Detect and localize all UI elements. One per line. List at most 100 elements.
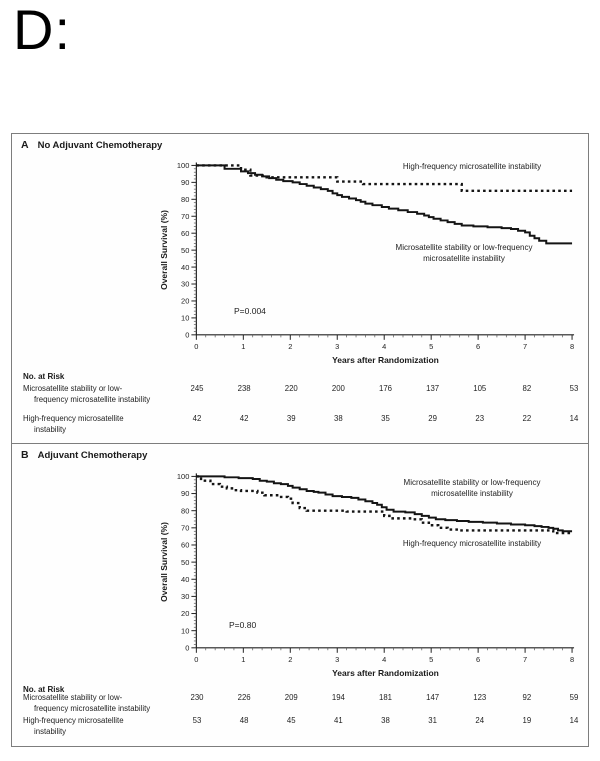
risk-value: 59: [569, 693, 579, 702]
risk-value: 226: [237, 693, 251, 702]
risk-value: 41: [334, 716, 343, 725]
risk-label-line: High-frequency microsatellite: [23, 414, 124, 423]
panel-b-risk-title: No. at Risk: [23, 685, 65, 694]
panel-b: B Adjuvant Chemotherapy Overall Survival …: [12, 444, 588, 747]
axes: [195, 473, 575, 649]
x-tick-label: 1: [241, 342, 245, 351]
risk-value: 92: [522, 693, 532, 702]
risk-value: 53: [192, 716, 202, 725]
x-tick-label: 8: [570, 342, 574, 351]
risk-label-line: frequency microsatellite instability: [34, 394, 151, 404]
panel-a-risk-row1-label: Microsatellite stability or low- frequen…: [23, 384, 193, 405]
panel-b-risk-row2-values: 53 48 45 41 38 31 24 19 14: [12, 716, 588, 726]
km-curve-dashed: [196, 475, 573, 535]
y-tick-label: 90: [181, 178, 189, 187]
x-tick-label: 0: [194, 655, 198, 664]
risk-value: 14: [569, 716, 579, 725]
y-tick-label: 10: [181, 626, 189, 635]
risk-value: 31: [428, 716, 437, 725]
y-tick-label: 50: [181, 246, 189, 255]
panel-b-letter: B: [21, 449, 29, 461]
x-tick-label: 4: [382, 342, 386, 351]
panel-b-solid-curve-label: Microsatellite stability or low-frequenc…: [342, 477, 600, 499]
panel-b-p-value: P=0.80: [229, 620, 257, 630]
y-tick-label: 10: [181, 314, 189, 323]
risk-value: 48: [239, 716, 249, 725]
x-tick-label: 7: [523, 655, 527, 664]
risk-value: 19: [522, 716, 532, 725]
x-tick-label: 1: [241, 655, 245, 664]
panel-b-header: B Adjuvant Chemotherapy: [21, 449, 147, 461]
y-tick-label: 40: [181, 575, 189, 584]
x-axis-ticks: 0 1 2 3 4 5 6 7 8: [194, 647, 574, 664]
risk-value: 38: [334, 414, 343, 423]
risk-value: 35: [381, 414, 390, 423]
y-axis-ticks: 0 10 20 30 40 50 60 70 80 90 100: [177, 161, 197, 340]
y-tick-label: 80: [181, 195, 189, 204]
risk-value: 194: [331, 693, 345, 702]
panel-a-risk-title: No. at Risk: [23, 372, 65, 381]
risk-label-line: frequency microsatellite instability: [34, 703, 151, 713]
panel-a-risk-row2-label: High-frequency microsatellite instabilit…: [23, 414, 193, 435]
risk-label-line: Microsatellite stability or low-: [23, 384, 123, 393]
panel-a-header: A No Adjuvant Chemotherapy: [21, 139, 162, 151]
risk-value: 24: [475, 716, 485, 725]
panel-a-risk-row1-values: 245 238 220 200 176 137 105 82 53: [12, 384, 588, 394]
y-tick-label: 70: [181, 212, 189, 221]
y-tick-label: 100: [177, 161, 189, 170]
x-tick-label: 0: [194, 342, 198, 351]
risk-value: 23: [475, 414, 485, 423]
panel-a-solid-curve-label: Microsatellite stability or low-frequenc…: [334, 242, 594, 264]
risk-value: 42: [239, 414, 249, 423]
panel-b-x-axis-label: Years after Randomization: [332, 668, 439, 678]
x-tick-label: 8: [570, 655, 574, 664]
curve-label-line: microsatellite instability: [431, 489, 513, 498]
y-tick-label: 100: [177, 472, 189, 481]
x-tick-label: 7: [523, 342, 527, 351]
x-tick-label: 4: [382, 655, 386, 664]
y-tick-label: 0: [185, 644, 189, 653]
y-tick-label: 50: [181, 558, 189, 567]
figure-box: A No Adjuvant Chemotherapy Overall Surviv…: [11, 133, 589, 747]
x-tick-label: 3: [335, 655, 339, 664]
risk-value: 14: [569, 414, 579, 423]
curve-label-line: Microsatellite stability or low-frequenc…: [395, 243, 533, 252]
risk-value: 147: [426, 693, 440, 702]
risk-value: 22: [522, 414, 532, 423]
curve-label-line: High-frequency microsatellite instabilit…: [402, 162, 542, 171]
x-tick-label: 3: [335, 342, 339, 351]
risk-value: 82: [522, 384, 532, 393]
risk-value: 123: [473, 693, 487, 702]
y-tick-label: 60: [181, 229, 189, 238]
y-tick-label: 20: [181, 609, 189, 618]
panel-b-dashed-curve-label: High-frequency microsatellite instabilit…: [342, 538, 600, 549]
panel-b-title: Adjuvant Chemotherapy: [37, 450, 148, 461]
x-tick-label: 5: [429, 342, 433, 351]
panel-a-dashed-curve-label: High-frequency microsatellite instabilit…: [342, 161, 600, 172]
y-axis-ticks: 0 10 20 30 40 50 60 70 80 90 100: [177, 472, 197, 653]
panel-b-risk-row1-values: 230 226 209 194 181 147 123 92 59: [12, 693, 588, 703]
x-tick-label: 2: [288, 655, 292, 664]
risk-value: 29: [428, 414, 437, 423]
risk-label-line: High-frequency microsatellite: [23, 716, 124, 725]
panel-a-km-plot: 0 10 20 30 40 50 60 70 80 90 100 0 1 2 3 4 5 6 7 8: [177, 161, 574, 351]
y-tick-label: 80: [181, 506, 189, 515]
panel-a-p-value: P=0.004: [234, 306, 266, 316]
y-tick-label: 30: [181, 280, 189, 289]
km-curve-solid: [196, 164, 573, 245]
panel-b-risk-row2-label: High-frequency microsatellite instabilit…: [23, 716, 193, 737]
km-curve-solid: [196, 475, 573, 533]
risk-label-line: instability: [34, 424, 67, 434]
panel-a-x-axis-label: Years after Randomization: [332, 355, 439, 365]
curve-label-line: High-frequency microsatellite instabilit…: [402, 539, 542, 548]
risk-value: 181: [378, 693, 392, 702]
risk-value: 209: [284, 693, 298, 702]
panel-b-risk-row1-label: Microsatellite stability or low- frequen…: [23, 693, 193, 714]
risk-value: 176: [378, 384, 392, 393]
x-tick-label: 5: [429, 655, 433, 664]
x-axis-ticks: 0 1 2 3 4 5 6 7 8: [194, 334, 574, 351]
risk-value: 220: [284, 384, 298, 393]
page-label: D:: [13, 0, 71, 61]
y-tick-label: 70: [181, 524, 189, 533]
